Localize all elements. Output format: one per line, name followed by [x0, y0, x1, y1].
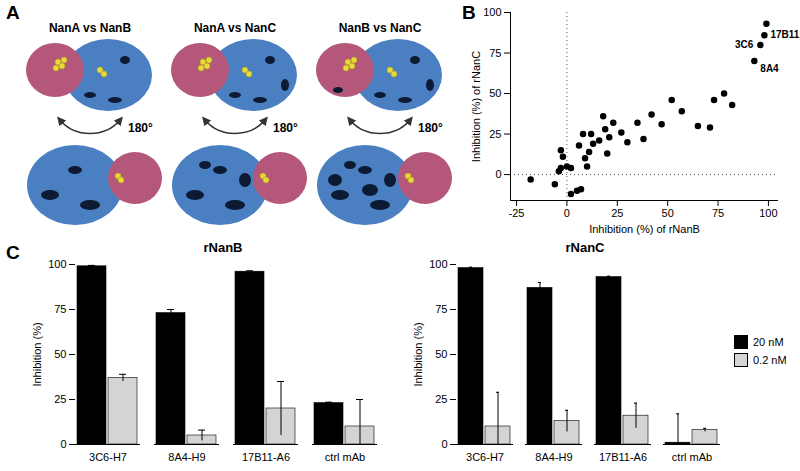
svg-text:8A4-H9: 8A4-H9: [168, 451, 205, 463]
svg-text:17B11-A6: 17B11-A6: [599, 451, 647, 463]
svg-text:75: 75: [712, 207, 724, 219]
svg-text:50: 50: [435, 348, 447, 360]
svg-text:100: 100: [759, 207, 777, 219]
svg-text:180°: 180°: [418, 121, 443, 135]
html-text:rNanC: rNanC: [565, 240, 605, 255]
svg-text:100: 100: [483, 6, 501, 18]
svg-text:0: 0: [60, 438, 66, 450]
svg-text:Inhibition (%): Inhibition (%): [412, 322, 424, 386]
svg-text:8A4: 8A4: [760, 63, 779, 74]
svg-text:NanB vs NanC: NanB vs NanC: [339, 21, 422, 35]
html-text:20 nM: 20 nM: [753, 336, 784, 348]
svg-text:25: 25: [611, 207, 623, 219]
svg-text:8A4-H9: 8A4-H9: [535, 451, 572, 463]
svg-text:ctrl mAb: ctrl mAb: [672, 451, 712, 463]
svg-text:17B11: 17B11: [770, 29, 799, 40]
html-text:0.2 nM: 0.2 nM: [753, 354, 787, 366]
svg-text:100: 100: [429, 258, 447, 270]
svg-text:0: 0: [441, 438, 447, 450]
svg-text:Inhibition (%) of rNanB: Inhibition (%) of rNanB: [589, 223, 700, 235]
svg-text:75: 75: [54, 303, 66, 315]
html-text:rNanB: rNanB: [203, 240, 243, 255]
svg-text:25: 25: [435, 393, 447, 405]
svg-text:Inhibition (%): Inhibition (%): [31, 322, 43, 386]
svg-text:NanA vs NanC: NanA vs NanC: [194, 21, 277, 35]
svg-text:ctrl mAb: ctrl mAb: [325, 451, 365, 463]
svg-text:50: 50: [54, 348, 66, 360]
svg-text:180°: 180°: [128, 121, 153, 135]
svg-text:-25: -25: [509, 207, 525, 219]
svg-text:75: 75: [435, 303, 447, 315]
svg-text:100: 100: [48, 258, 66, 270]
svg-text:17B11-A6: 17B11-A6: [242, 451, 290, 463]
svg-text:Inhibition (%) of rNanC: Inhibition (%) of rNanC: [470, 51, 482, 162]
svg-text:25: 25: [489, 128, 501, 140]
svg-text:3C6-H7: 3C6-H7: [466, 451, 504, 463]
svg-text:NanA vs NanB: NanA vs NanB: [49, 21, 132, 35]
svg-text:3C6-H7: 3C6-H7: [89, 451, 127, 463]
html-text:A: A: [6, 2, 20, 23]
svg-text:0: 0: [564, 207, 570, 219]
html-text:C: C: [6, 242, 20, 263]
svg-text:0: 0: [495, 168, 501, 180]
svg-text:50: 50: [662, 207, 674, 219]
svg-text:25: 25: [54, 393, 66, 405]
svg-text:3C6: 3C6: [735, 39, 754, 50]
html-text:B: B: [462, 2, 476, 23]
svg-text:180°: 180°: [273, 121, 298, 135]
svg-text:75: 75: [489, 47, 501, 59]
svg-text:50: 50: [489, 87, 501, 99]
